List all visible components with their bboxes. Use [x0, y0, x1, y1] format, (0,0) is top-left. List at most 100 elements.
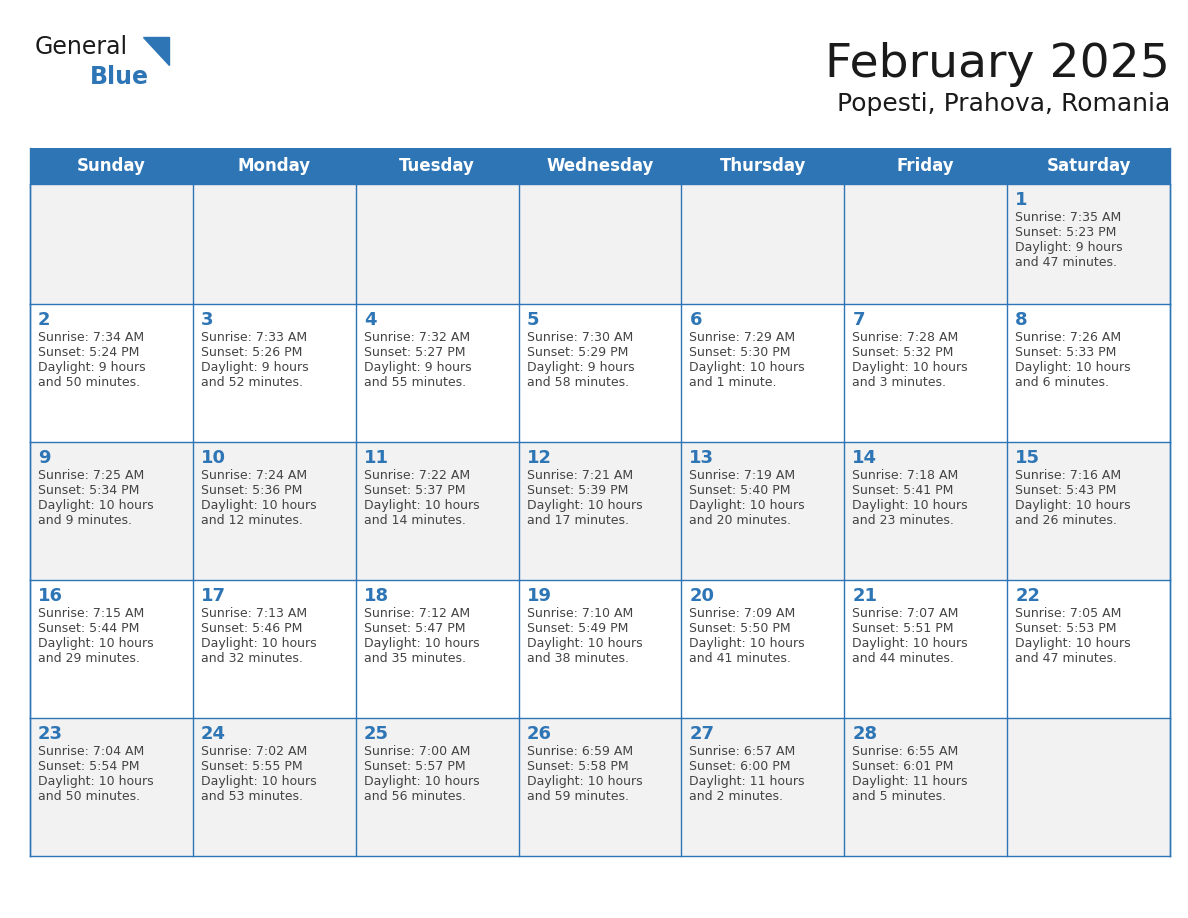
Text: 4: 4 [364, 311, 377, 329]
Bar [30, 442, 1170, 580]
Text: Sunset: 5:29 PM: Sunset: 5:29 PM [526, 346, 628, 359]
Text: 26: 26 [526, 725, 551, 743]
Text: Monday: Monday [238, 157, 311, 175]
Text: Sunrise: 7:02 AM: Sunrise: 7:02 AM [201, 745, 308, 758]
Text: Sunset: 5:27 PM: Sunset: 5:27 PM [364, 346, 466, 359]
Text: Sunset: 6:00 PM: Sunset: 6:00 PM [689, 760, 791, 773]
Bar [30, 184, 1170, 304]
Text: Daylight: 10 hours: Daylight: 10 hours [1015, 361, 1131, 374]
Text: Sunday: Sunday [77, 157, 146, 175]
Text: Friday: Friday [897, 157, 954, 175]
Text: 15: 15 [1015, 449, 1041, 467]
Text: and 35 minutes.: and 35 minutes. [364, 652, 466, 665]
Text: and 23 minutes.: and 23 minutes. [852, 514, 954, 527]
Text: Sunrise: 7:19 AM: Sunrise: 7:19 AM [689, 469, 796, 482]
Text: and 38 minutes.: and 38 minutes. [526, 652, 628, 665]
Text: Daylight: 11 hours: Daylight: 11 hours [689, 775, 805, 788]
Text: and 3 minutes.: and 3 minutes. [852, 376, 947, 389]
Text: Daylight: 10 hours: Daylight: 10 hours [689, 637, 805, 650]
Text: and 47 minutes.: and 47 minutes. [1015, 652, 1117, 665]
Text: Sunset: 5:55 PM: Sunset: 5:55 PM [201, 760, 303, 773]
Text: Daylight: 10 hours: Daylight: 10 hours [526, 775, 643, 788]
Text: 27: 27 [689, 725, 714, 743]
Text: and 17 minutes.: and 17 minutes. [526, 514, 628, 527]
Text: Sunset: 5:53 PM: Sunset: 5:53 PM [1015, 622, 1117, 635]
Text: Sunset: 5:26 PM: Sunset: 5:26 PM [201, 346, 302, 359]
Text: and 53 minutes.: and 53 minutes. [201, 790, 303, 803]
Text: and 12 minutes.: and 12 minutes. [201, 514, 303, 527]
Text: Daylight: 10 hours: Daylight: 10 hours [689, 499, 805, 512]
Text: 28: 28 [852, 725, 878, 743]
Text: February 2025: February 2025 [826, 42, 1170, 87]
Text: Sunset: 5:24 PM: Sunset: 5:24 PM [38, 346, 139, 359]
Bar [30, 148, 1170, 184]
Text: and 41 minutes.: and 41 minutes. [689, 652, 791, 665]
Text: Daylight: 10 hours: Daylight: 10 hours [38, 775, 153, 788]
Text: Sunrise: 7:16 AM: Sunrise: 7:16 AM [1015, 469, 1121, 482]
Text: Sunset: 5:39 PM: Sunset: 5:39 PM [526, 484, 628, 497]
Text: Sunset: 5:43 PM: Sunset: 5:43 PM [1015, 484, 1117, 497]
Text: and 32 minutes.: and 32 minutes. [201, 652, 303, 665]
Text: Daylight: 10 hours: Daylight: 10 hours [526, 499, 643, 512]
Text: Sunset: 5:37 PM: Sunset: 5:37 PM [364, 484, 466, 497]
Text: Sunrise: 6:57 AM: Sunrise: 6:57 AM [689, 745, 796, 758]
Text: 2: 2 [38, 311, 51, 329]
Text: Daylight: 10 hours: Daylight: 10 hours [364, 775, 479, 788]
Text: Sunset: 5:36 PM: Sunset: 5:36 PM [201, 484, 302, 497]
Text: Sunset: 5:57 PM: Sunset: 5:57 PM [364, 760, 466, 773]
Text: 10: 10 [201, 449, 226, 467]
Text: Sunrise: 7:32 AM: Sunrise: 7:32 AM [364, 331, 469, 344]
Text: Sunset: 5:54 PM: Sunset: 5:54 PM [38, 760, 139, 773]
Text: Sunrise: 7:13 AM: Sunrise: 7:13 AM [201, 607, 307, 620]
Text: and 59 minutes.: and 59 minutes. [526, 790, 628, 803]
Text: Sunrise: 7:00 AM: Sunrise: 7:00 AM [364, 745, 470, 758]
Text: Sunset: 5:44 PM: Sunset: 5:44 PM [38, 622, 139, 635]
Text: Sunrise: 7:26 AM: Sunrise: 7:26 AM [1015, 331, 1121, 344]
Text: Sunset: 5:33 PM: Sunset: 5:33 PM [1015, 346, 1117, 359]
Text: and 14 minutes.: and 14 minutes. [364, 514, 466, 527]
Text: Daylight: 10 hours: Daylight: 10 hours [852, 361, 968, 374]
Text: and 26 minutes.: and 26 minutes. [1015, 514, 1117, 527]
Text: Daylight: 9 hours: Daylight: 9 hours [1015, 241, 1123, 254]
Text: and 58 minutes.: and 58 minutes. [526, 376, 628, 389]
Text: Sunset: 5:51 PM: Sunset: 5:51 PM [852, 622, 954, 635]
Text: and 6 minutes.: and 6 minutes. [1015, 376, 1110, 389]
Text: and 52 minutes.: and 52 minutes. [201, 376, 303, 389]
Text: Sunrise: 7:25 AM: Sunrise: 7:25 AM [38, 469, 144, 482]
Text: Sunrise: 7:24 AM: Sunrise: 7:24 AM [201, 469, 307, 482]
Text: Sunset: 6:01 PM: Sunset: 6:01 PM [852, 760, 954, 773]
Text: and 56 minutes.: and 56 minutes. [364, 790, 466, 803]
Text: and 2 minutes.: and 2 minutes. [689, 790, 783, 803]
Text: Sunrise: 6:59 AM: Sunrise: 6:59 AM [526, 745, 633, 758]
Text: and 50 minutes.: and 50 minutes. [38, 790, 140, 803]
Polygon shape [143, 37, 169, 65]
Text: Sunset: 5:49 PM: Sunset: 5:49 PM [526, 622, 628, 635]
Text: Sunrise: 7:12 AM: Sunrise: 7:12 AM [364, 607, 469, 620]
Text: Sunset: 5:41 PM: Sunset: 5:41 PM [852, 484, 954, 497]
Text: Sunrise: 7:22 AM: Sunrise: 7:22 AM [364, 469, 469, 482]
Text: Sunset: 5:40 PM: Sunset: 5:40 PM [689, 484, 791, 497]
Text: 6: 6 [689, 311, 702, 329]
Text: 1: 1 [1015, 191, 1028, 209]
Text: Sunset: 5:46 PM: Sunset: 5:46 PM [201, 622, 302, 635]
Text: Tuesday: Tuesday [399, 157, 475, 175]
Text: Sunrise: 7:28 AM: Sunrise: 7:28 AM [852, 331, 959, 344]
Text: 19: 19 [526, 587, 551, 605]
Text: Daylight: 10 hours: Daylight: 10 hours [689, 361, 805, 374]
Text: Daylight: 10 hours: Daylight: 10 hours [201, 775, 316, 788]
Text: Sunrise: 7:10 AM: Sunrise: 7:10 AM [526, 607, 633, 620]
Text: Daylight: 10 hours: Daylight: 10 hours [364, 637, 479, 650]
Text: 21: 21 [852, 587, 877, 605]
Text: Sunrise: 7:29 AM: Sunrise: 7:29 AM [689, 331, 796, 344]
Text: and 50 minutes.: and 50 minutes. [38, 376, 140, 389]
Text: Saturday: Saturday [1047, 157, 1131, 175]
Text: 14: 14 [852, 449, 877, 467]
Text: Popesti, Prahova, Romania: Popesti, Prahova, Romania [836, 92, 1170, 116]
Text: Blue: Blue [90, 65, 148, 89]
Text: Sunset: 5:30 PM: Sunset: 5:30 PM [689, 346, 791, 359]
Text: Sunset: 5:32 PM: Sunset: 5:32 PM [852, 346, 954, 359]
Text: 9: 9 [38, 449, 51, 467]
Text: 11: 11 [364, 449, 388, 467]
Text: Sunrise: 7:09 AM: Sunrise: 7:09 AM [689, 607, 796, 620]
Text: Daylight: 10 hours: Daylight: 10 hours [38, 499, 153, 512]
